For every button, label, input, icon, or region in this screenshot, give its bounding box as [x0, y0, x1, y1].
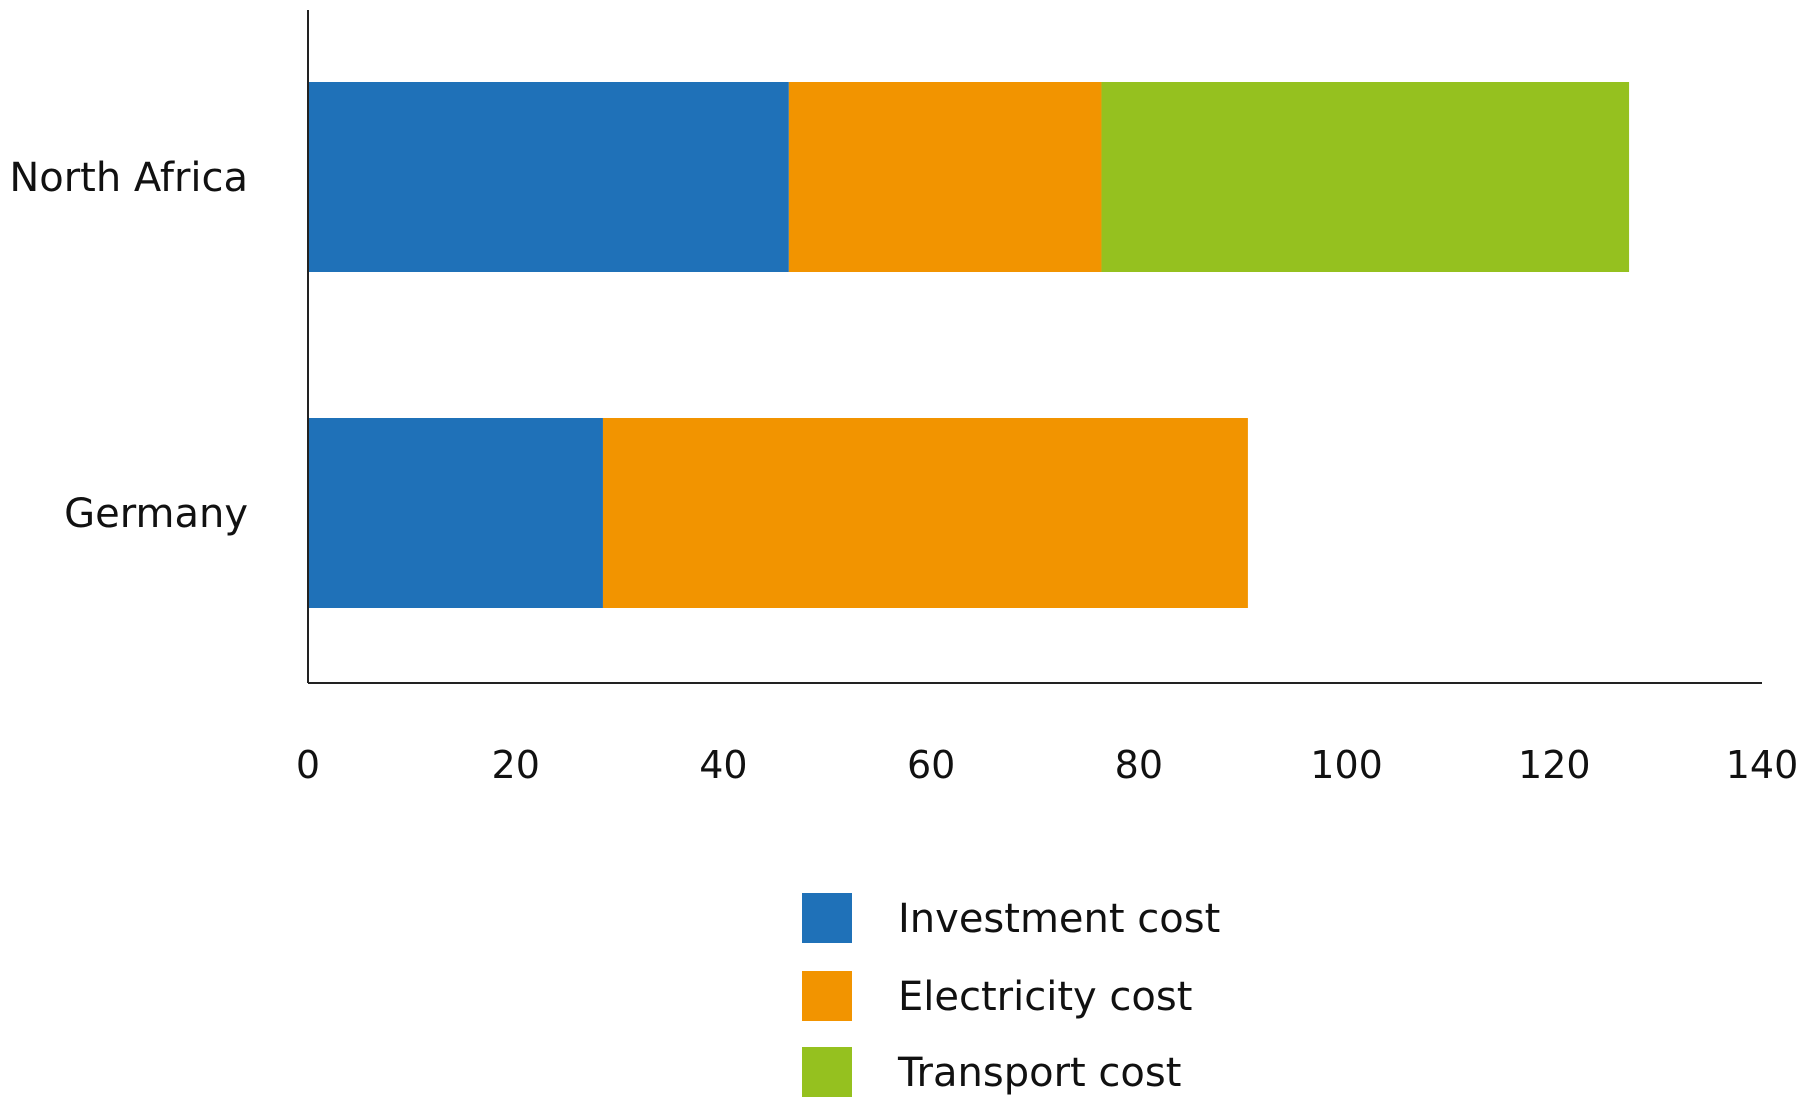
bar-north-africa-investment-cost [308, 82, 789, 272]
x-tick-label-120: 120 [1518, 743, 1591, 787]
legend-label-investment-cost: Investment cost [898, 896, 1220, 942]
x-tick-labels: 0 20 40 60 80 100 120 140 [296, 743, 1798, 787]
bar-germany-investment-cost [308, 418, 603, 608]
legend-swatch-investment-cost [802, 893, 852, 943]
bar-north-africa-transport-cost [1101, 82, 1630, 272]
legend-swatch-electricity-cost [802, 971, 852, 1021]
x-tick-label-40: 40 [699, 743, 747, 787]
x-tick-label-60: 60 [907, 743, 955, 787]
legend: Investment cost Electricity cost Transport… [802, 893, 1220, 1097]
bar-germany-electricity-cost [602, 418, 1248, 608]
x-tick-label-100: 100 [1310, 743, 1383, 787]
category-labels: North Africa Germany [9, 155, 248, 537]
legend-label-electricity-cost: Electricity cost [898, 974, 1192, 1020]
bars-layer [308, 82, 1630, 608]
axes-layer [307, 10, 1762, 684]
x-tick-label-140: 140 [1726, 743, 1799, 787]
legend-swatch-transport-cost [802, 1047, 852, 1097]
bar-north-africa-electricity-cost [788, 82, 1102, 272]
category-label-germany: Germany [64, 491, 248, 537]
x-tick-label-20: 20 [492, 743, 540, 787]
x-tick-label-80: 80 [1115, 743, 1163, 787]
x-tick-label-0: 0 [296, 743, 320, 787]
category-label-north-africa: North Africa [9, 155, 248, 201]
legend-label-transport-cost: Transport cost [897, 1050, 1181, 1096]
